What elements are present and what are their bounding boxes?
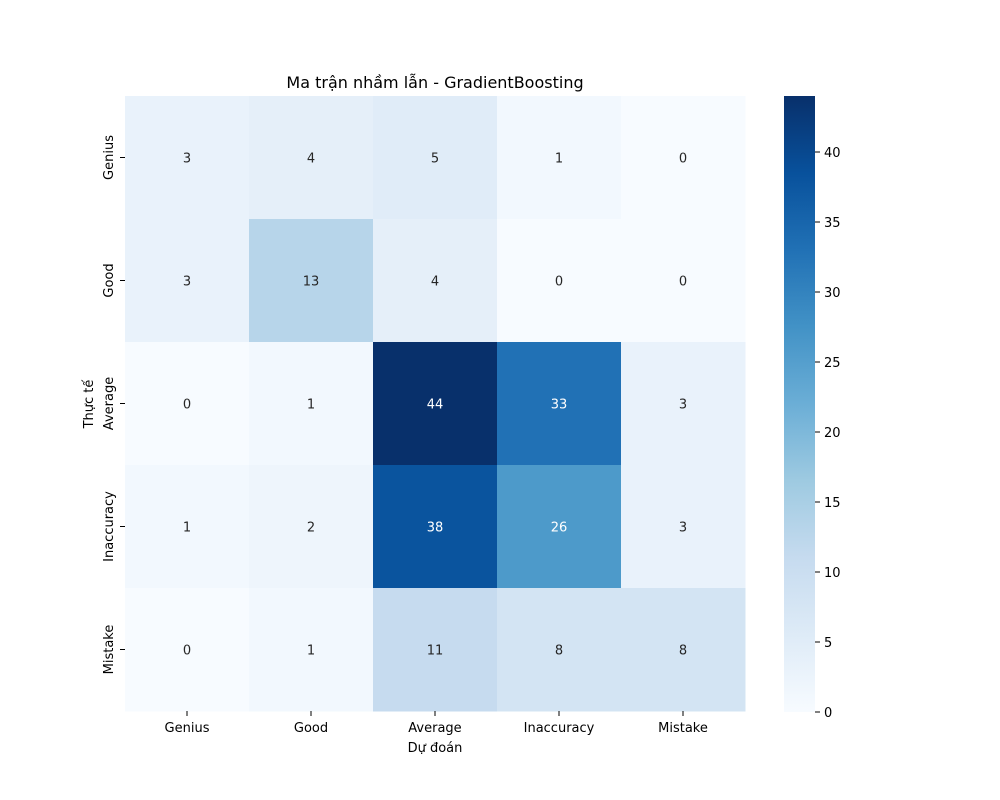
cell-value: 5 (431, 152, 439, 167)
cell-value: 38 (427, 521, 444, 536)
cell-value: 0 (679, 152, 687, 167)
colorbar-tick-label: 15 (824, 496, 841, 511)
cell-value: 44 (427, 398, 444, 413)
heatmap-cell (373, 342, 498, 466)
x-tick-label: Inaccuracy (524, 721, 595, 736)
colorbar-gradient (784, 96, 815, 712)
cell-value: 4 (307, 152, 315, 167)
x-tick-label: Good (294, 721, 328, 736)
heatmap-cell (373, 588, 498, 712)
colorbar-tick-label: 25 (824, 356, 841, 371)
colorbar-tick-label: 5 (824, 636, 832, 651)
cell-value: 8 (555, 644, 563, 659)
heatmap-cell (373, 219, 498, 343)
cell-value: 2 (307, 521, 315, 536)
heatmap-cell (125, 219, 250, 343)
cell-value: 0 (679, 275, 687, 290)
y-tick-label: Average (102, 377, 117, 430)
heatmap-cell (125, 96, 250, 220)
heatmap-cell (125, 465, 250, 589)
heatmap-cell (249, 219, 374, 343)
heatmap-cell (621, 219, 746, 343)
heatmap-cell (249, 465, 374, 589)
y-tick-label: Genius (102, 135, 117, 180)
heatmap-cell (497, 219, 622, 343)
cell-value: 0 (183, 644, 191, 659)
cell-value: 8 (679, 644, 687, 659)
colorbar: 0 5 10 15 20 25 30 35 40 (784, 96, 841, 721)
heatmap-cell (125, 342, 250, 466)
heatmap-cell (497, 588, 622, 712)
y-tick-label: Mistake (102, 625, 117, 675)
heatmap-cell (497, 96, 622, 220)
cell-value: 1 (555, 152, 563, 167)
heatmap-cell (249, 588, 374, 712)
heatmap-cell (249, 342, 374, 466)
cell-value: 3 (679, 398, 687, 413)
heatmap-cell (621, 96, 746, 220)
heatmap-cell (373, 465, 498, 589)
cell-value: 1 (307, 644, 315, 659)
colorbar-tick-label: 35 (824, 216, 841, 231)
x-tick-label: Genius (165, 721, 210, 736)
chart-title: Ma trận nhầm lẫn - GradientBoosting (286, 73, 583, 92)
heatmap-cell (125, 588, 250, 712)
colorbar-tick-label: 20 (824, 426, 841, 441)
cell-annotations: 3 4 5 1 03 13 4 0 00 1 44 33 31 2 38 26 30 1 11 8 8 (183, 152, 687, 659)
cell-value: 3 (679, 521, 687, 536)
cell-value: 33 (551, 398, 568, 413)
y-tick-label: Inaccuracy (102, 491, 117, 562)
colorbar-tick-label: 30 (824, 286, 841, 301)
cell-value: 13 (303, 275, 320, 290)
heatmap-cell (373, 96, 498, 220)
cell-value: 26 (551, 521, 568, 536)
cell-value: 0 (183, 398, 191, 413)
heatmap-cell (249, 96, 374, 220)
colorbar-tick-label: 0 (824, 706, 832, 721)
x-axis-label: Dự đoán (408, 741, 463, 756)
y-axis: Genius Good Average Inaccuracy Mistake (102, 135, 125, 675)
heatmap-cell (497, 342, 622, 466)
heatmap-cell (621, 342, 746, 466)
x-axis: Genius Good Average Inaccuracy Mistake (165, 711, 708, 736)
y-tick-label: Good (102, 263, 117, 297)
heatmap-cells (125, 96, 746, 712)
heatmap-cell (497, 465, 622, 589)
cell-value: 0 (555, 275, 563, 290)
y-axis-label: Thực tế (82, 380, 97, 430)
cell-value: 11 (427, 644, 444, 659)
cell-value: 1 (183, 521, 191, 536)
cell-value: 1 (307, 398, 315, 413)
heatmap-cell (621, 465, 746, 589)
colorbar-tick-label: 40 (824, 146, 841, 161)
cell-value: 4 (431, 275, 439, 290)
x-tick-label: Average (408, 721, 461, 736)
heatmap-cell (621, 588, 746, 712)
cell-value: 3 (183, 275, 191, 290)
cell-value: 3 (183, 152, 191, 167)
colorbar-tick-label: 10 (824, 566, 841, 581)
x-tick-label: Mistake (658, 721, 708, 736)
